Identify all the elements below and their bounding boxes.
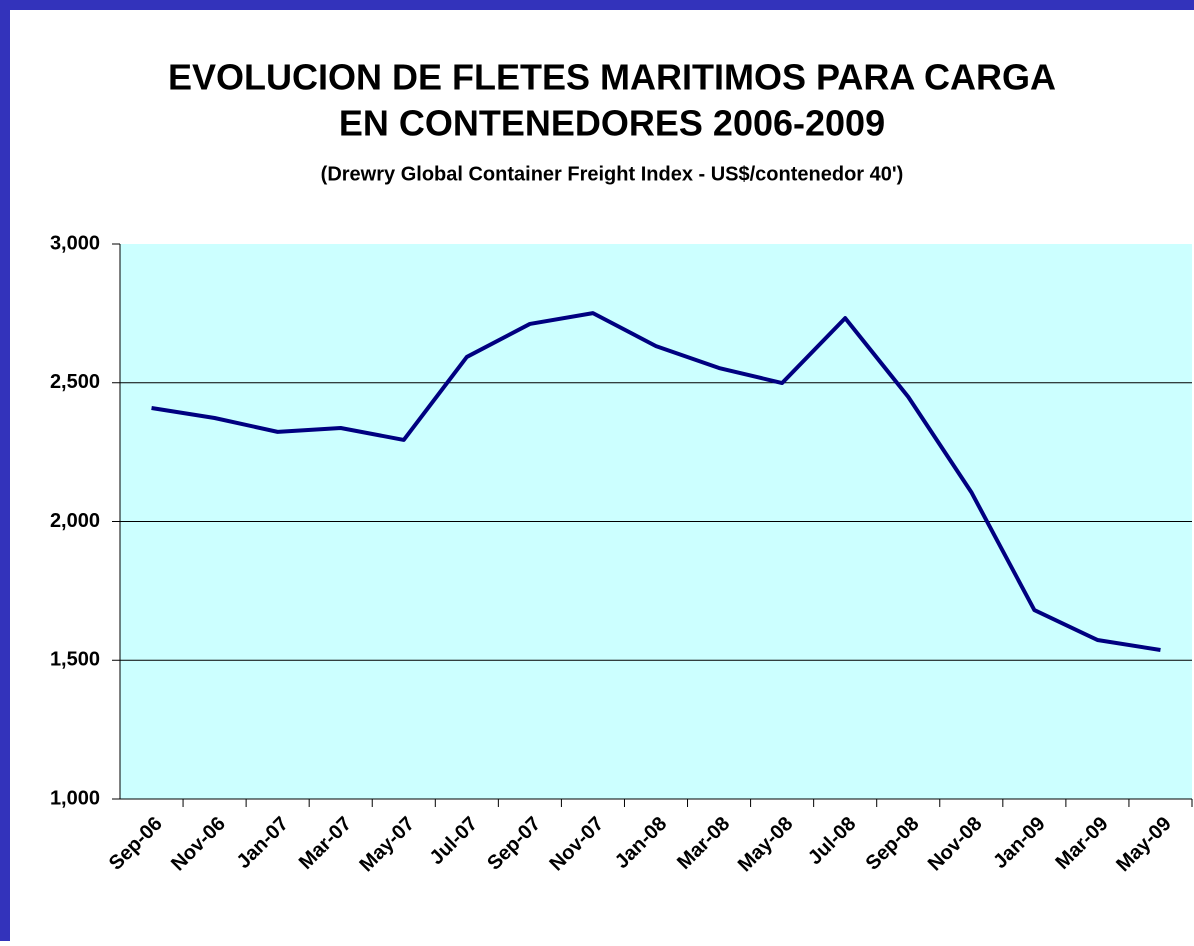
y-tick-label: 2,500 [50,371,100,393]
chart-subtitle: (Drewry Global Container Freight Index -… [321,163,904,185]
y-tick-label: 3,000 [50,232,100,254]
y-tick-label: 1,500 [50,649,100,671]
line [151,311,1161,652]
chart-title: EVOLUCION DE FLETES MARITIMOS PARA CARGA [168,57,1056,98]
chart-title: EN CONTENEDORES 2006-2009 [339,103,885,144]
y-tick-label: 2,000 [50,510,100,532]
y-tick-label: 1,000 [50,787,100,809]
